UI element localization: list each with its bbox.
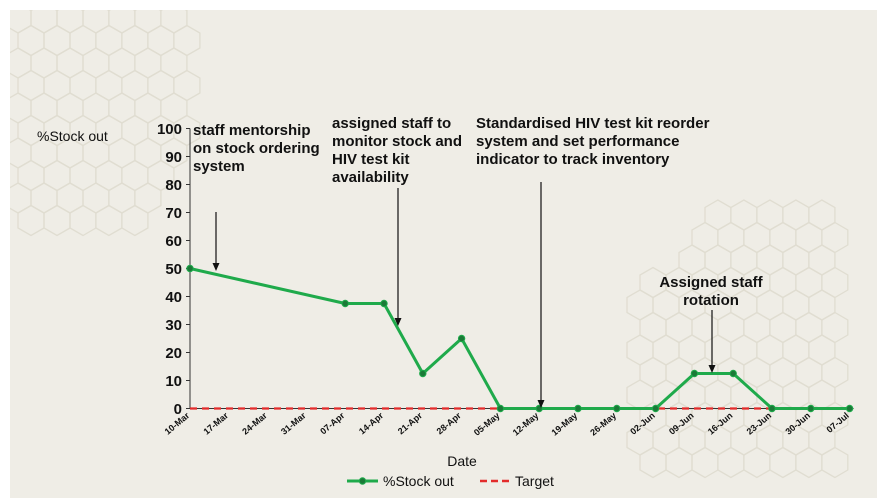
y-tick-label: 60 xyxy=(165,233,182,250)
hexagon-shape xyxy=(795,446,823,479)
stock-out-point xyxy=(807,404,815,413)
hexagon-shape xyxy=(691,446,719,479)
stock-out-point xyxy=(186,264,194,273)
stock-out-point xyxy=(457,334,466,343)
hexagon-shape xyxy=(10,182,32,214)
y-tick-label: 100 xyxy=(157,121,182,138)
stock-out-point xyxy=(419,369,427,378)
stock-out-point xyxy=(380,299,388,308)
hexagon-shape xyxy=(665,446,693,479)
y-axis-label: %Stock out xyxy=(37,128,108,144)
y-tick-label: 70 xyxy=(165,205,182,222)
stock-out-point xyxy=(690,369,699,378)
y-tick-label: 50 xyxy=(165,261,182,278)
hexagon-shape xyxy=(717,446,745,479)
hexagon-shape xyxy=(56,10,84,34)
hexagon-shape xyxy=(821,356,849,389)
x-tick-label: 07-Apr xyxy=(318,410,347,436)
hexagon-shape xyxy=(821,266,849,299)
hexagon-shape xyxy=(769,446,797,479)
stock-out-point xyxy=(496,404,505,413)
hexagon-shape xyxy=(10,47,32,79)
hexagon-shape xyxy=(121,204,149,237)
x-tick-label: 14-Apr xyxy=(357,410,386,436)
hexagon-shape xyxy=(108,10,136,34)
hexagon-shape xyxy=(95,204,123,237)
stock-out-point xyxy=(729,369,737,378)
y-tick-label: 20 xyxy=(165,345,182,362)
hexagon-shape xyxy=(10,137,32,169)
x-tick-label: 23-Jun xyxy=(745,410,774,436)
stock-out-point xyxy=(341,299,349,308)
hexagon-pattern-decoration xyxy=(10,10,849,479)
stock-out-point xyxy=(651,404,660,413)
x-tick-label: 30-Jun xyxy=(783,410,812,436)
annotation-arrow-monitor-head xyxy=(394,318,402,326)
hexagon-shape xyxy=(43,204,71,237)
hexagon-shape xyxy=(17,204,45,237)
x-tick-label: 12-May xyxy=(511,410,541,437)
hexagon-shape xyxy=(134,10,162,34)
y-tick-label: 0 xyxy=(174,401,182,418)
hexagon-shape xyxy=(743,446,771,479)
y-tick-label: 90 xyxy=(165,149,182,166)
annotation-staff-rotation: Assigned staff rotation xyxy=(659,274,763,309)
hexagon-shape xyxy=(82,10,110,34)
stock-out-point xyxy=(768,404,776,413)
hexagon-shape xyxy=(10,10,32,34)
annotation-arrow-reorder-head xyxy=(537,400,545,408)
annotation-standardised-reorder: Standardised HIV test kit reorder system… xyxy=(476,115,710,168)
x-tick-label: 21-Apr xyxy=(396,410,425,436)
stock-out-point xyxy=(613,404,621,413)
hexagon-shape xyxy=(821,311,849,344)
x-tick-label: 28-Apr xyxy=(435,410,464,436)
y-tick-label: 40 xyxy=(165,289,182,306)
annotation-assigned-staff-monitor: assigned staff to monitor stock and HIV … xyxy=(332,115,463,186)
hexagon-shape xyxy=(30,10,58,34)
stock-out-point xyxy=(845,404,854,413)
slide-background: %Stock out 0 10 20 30 40 50 60 70 80 90 100 10-Mar 17… xyxy=(10,10,877,498)
stock-out-point xyxy=(574,404,582,413)
annotation-arrow-mentorship-head xyxy=(212,263,220,271)
x-tick-label: 31-Mar xyxy=(279,410,308,437)
y-tick-label: 10 xyxy=(165,373,182,390)
x-axis-label: Date xyxy=(447,453,477,469)
x-tick-label: 24-Mar xyxy=(240,410,269,437)
x-tick-label: 26-May xyxy=(588,410,618,437)
hexagon-shape xyxy=(69,204,97,237)
legend-stock-out-marker xyxy=(358,477,367,485)
y-tick-label: 80 xyxy=(165,177,182,194)
legend-target-label: Target xyxy=(515,473,554,489)
hexagon-shape xyxy=(639,446,667,479)
x-tick-label: 05-May xyxy=(472,410,502,437)
y-tick-label: 30 xyxy=(165,317,182,334)
legend-stock-out-label: %Stock out xyxy=(383,473,454,489)
annotation-staff-mentorship: staff mentorship on stock ordering syste… xyxy=(193,122,320,175)
x-tick-label: 19-May xyxy=(549,410,579,437)
hexagon-shape xyxy=(160,10,188,34)
annotation-arrow-rotation-head xyxy=(708,365,716,373)
hexagon-shape xyxy=(10,92,32,124)
hexagon-shape xyxy=(821,446,849,479)
x-tick-label: 17-Mar xyxy=(201,410,230,437)
hexagon-shape xyxy=(821,221,849,254)
